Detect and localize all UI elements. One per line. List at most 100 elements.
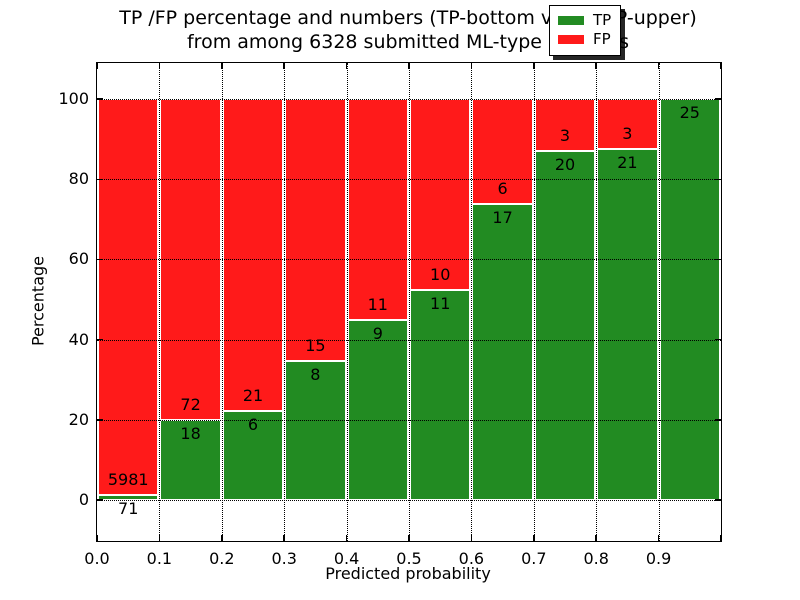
fp-count-label: 6: [497, 178, 508, 198]
x-tickmark-bottom: [96, 535, 98, 541]
x-tick-label: 0.8: [583, 549, 609, 568]
vertical-gridline: [346, 63, 348, 541]
plot-area: 5981 71 72 18 21 6 15 8 11 9 10 11 6 17 3 20 3 21 25 0.0 0.1…: [58, 62, 722, 568]
vertical-gridline: [471, 63, 473, 541]
x-tickmark-bottom: [221, 535, 223, 541]
x-tick-label: 0.9: [645, 549, 672, 568]
tp-count-label: 20: [554, 155, 576, 175]
horizontal-gridline: [97, 419, 721, 421]
bar-segment-tp: [597, 149, 658, 501]
fp-count-label: 21: [242, 385, 264, 405]
fp-count-label: 3: [559, 126, 571, 146]
y-tick-label: 40: [68, 329, 89, 349]
horizontal-gridline: [97, 179, 721, 181]
legend-label-tp: TP: [593, 11, 612, 29]
x-tickmark-top: [408, 63, 410, 69]
x-tick-label: 0.4: [333, 549, 360, 568]
x-tickmark-top: [221, 63, 223, 69]
bar-segment-fp: [98, 99, 159, 496]
y-tickmark-right: [715, 98, 721, 100]
bar-segment-tp: [410, 290, 471, 501]
x-tickmark-bottom: [720, 535, 722, 541]
x-tickmark-bottom: [283, 535, 285, 541]
x-tickmark-bottom: [470, 535, 473, 541]
chart-title: TP /FP percentage and numbers (TP-bottom…: [96, 6, 720, 54]
x-tickmark-bottom: [595, 535, 597, 541]
x-tickmark-top: [595, 63, 597, 69]
x-axis-label: Predicted probability: [325, 564, 491, 583]
bar-segment-tp: [472, 203, 533, 501]
tp-count-label: 18: [180, 423, 201, 443]
bar-segment-fp: [285, 99, 346, 361]
x-tickmark-bottom: [158, 535, 161, 541]
tp-count-label: 25: [679, 103, 700, 123]
fp-count-label: 5981: [107, 470, 149, 490]
bar-segment-tp: [160, 419, 221, 501]
bar-segment-fp: [410, 99, 471, 291]
x-tickmark-top: [657, 63, 660, 69]
bar-segment-fp: [472, 99, 533, 204]
legend-entry-tp: TP: [558, 11, 611, 30]
x-tickmark-top: [158, 63, 161, 69]
fp-count-label: 3: [622, 124, 633, 144]
tp-count-label: 17: [492, 207, 513, 227]
x-tick-label: 0.3: [271, 549, 297, 568]
y-tickmark-right: [715, 338, 721, 341]
y-tick-label: 20: [68, 409, 89, 429]
y-tick-label: 80: [68, 169, 89, 189]
x-tickmark-bottom: [533, 535, 535, 541]
bar-segment-tp: [222, 410, 284, 501]
horizontal-gridline: [97, 259, 721, 261]
x-tickmark-bottom: [657, 535, 660, 541]
tp-count-label: 21: [617, 153, 638, 173]
x-tickmark-top: [283, 63, 285, 69]
bar-segment-tp: [659, 99, 720, 501]
y-tickmark-right: [715, 419, 721, 421]
tp-count-label: 71: [118, 499, 139, 519]
bar-segment-tp: [98, 495, 159, 501]
chart-title-line1: TP /FP percentage and numbers (TP-bottom…: [119, 7, 697, 29]
vertical-gridline: [159, 63, 161, 541]
y-tick-label: 0: [78, 490, 89, 510]
y-tickmark-left: [97, 499, 103, 501]
y-tickmark-right: [715, 258, 721, 261]
y-tickmark-left: [97, 178, 103, 181]
horizontal-gridline: [97, 99, 721, 101]
x-tickmark-bottom: [345, 535, 348, 541]
bar-segment-tp: [347, 319, 408, 501]
y-tickmark-right: [715, 499, 721, 501]
y-tickmark-right: [715, 178, 721, 181]
legend-entry-fp: FP: [558, 30, 611, 49]
vertical-gridline: [284, 63, 286, 541]
bar-segment-fp: [347, 99, 408, 320]
bar-segment-tp: [285, 360, 346, 501]
horizontal-gridline: [97, 500, 721, 502]
x-tick-label: 0.1: [146, 549, 173, 568]
x-tick-label: 0.2: [209, 549, 235, 568]
y-tickmark-left: [97, 258, 103, 261]
bar-segment-fp: [222, 99, 284, 411]
vertical-gridline: [409, 63, 410, 541]
x-tick-label: 0.0: [84, 549, 110, 568]
fp-count-label: 72: [180, 394, 201, 414]
x-tick-label: 0.5: [396, 549, 422, 568]
x-tickmark-top: [345, 63, 348, 69]
tp-count-label: 6: [247, 414, 259, 434]
x-tick-label: 0.6: [458, 549, 485, 568]
x-tickmark-bottom: [408, 535, 410, 541]
vertical-gridline: [533, 63, 535, 541]
fp-count-label: 11: [367, 294, 388, 314]
fp-swatch-icon: [558, 35, 584, 44]
tp-count-label: 9: [372, 323, 383, 343]
tp-count-label: 8: [310, 364, 321, 384]
vertical-gridline: [658, 63, 660, 541]
y-tick-label: 100: [58, 89, 89, 109]
y-tickmark-left: [97, 98, 103, 100]
horizontal-gridline: [97, 339, 721, 341]
legend-label-fp: FP: [593, 30, 611, 48]
legend: TP FP: [549, 5, 622, 56]
vertical-gridline: [596, 63, 598, 541]
y-tickmark-left: [97, 419, 103, 421]
y-tick-label: 60: [68, 249, 89, 269]
